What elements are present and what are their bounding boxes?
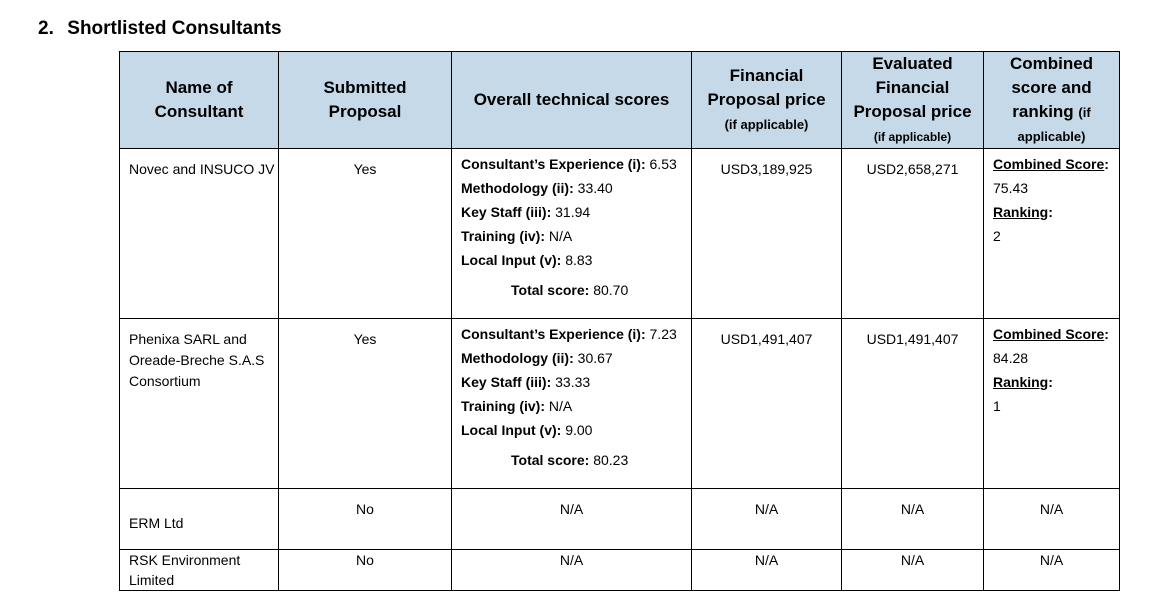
combined-score-ranking: Combined Score: 75.43 Ranking: 2 [983, 148, 1120, 319]
section-heading: 2. Shortlisted Consultants [38, 17, 282, 41]
consultant-name: RSK Environment Limited [119, 549, 279, 591]
technical-scores: Consultant’s Experience (i): 6.53 Method… [451, 148, 692, 319]
header-financial-note: (if applicable) [724, 117, 809, 132]
combined-score-ranking: Combined Score: 84.28 Ranking: 1 [983, 318, 1120, 489]
financial-proposal-price: USD1,491,407 [691, 318, 842, 489]
header-evaluated-financial-proposal-price: Evaluated Financial Proposal price (if a… [841, 51, 984, 149]
financial-proposal-price: USD3,189,925 [691, 148, 842, 319]
technical-scores: N/A [451, 488, 692, 550]
header-combined-score-ranking: Combined score and ranking (if applicabl… [983, 51, 1120, 149]
financial-proposal-price: N/A [691, 549, 842, 591]
total-score: Total score: 80.23 [511, 452, 629, 468]
header-overall-technical-scores: Overall technical scores [451, 51, 692, 149]
financial-proposal-price: N/A [691, 488, 842, 550]
submitted-proposal: No [278, 488, 452, 550]
evaluated-financial-price: N/A [841, 488, 984, 550]
total-score: Total score: 80.70 [511, 282, 629, 298]
header-row: Name of Consultant Submitted Proposal Ov… [119, 51, 1120, 149]
section-number: 2. [38, 18, 54, 39]
submitted-proposal: Yes [278, 318, 452, 489]
evaluated-financial-price: N/A [841, 549, 984, 591]
consultant-name: Phenixa SARL and Oreade-Breche S.A.S Con… [119, 318, 279, 489]
table-row: ERM Ltd No N/A N/A N/A N/A [119, 488, 1120, 550]
combined-score-ranking: N/A [983, 488, 1120, 550]
table-row: Novec and INSUCO JV Yes Consultant’s Exp… [119, 148, 1120, 319]
header-evaluated-note: (if applicable) [873, 130, 952, 144]
shortlisted-consultants-table: Name of Consultant Submitted Proposal Ov… [119, 51, 1120, 591]
submitted-proposal: No [278, 549, 452, 591]
evaluated-financial-price: USD2,658,271 [841, 148, 984, 319]
evaluated-financial-price: USD1,491,407 [841, 318, 984, 489]
submitted-proposal: Yes [278, 148, 452, 319]
consultant-name: Novec and INSUCO JV [119, 148, 279, 319]
technical-scores: Consultant’s Experience (i): 7.23 Method… [451, 318, 692, 489]
table-row: Phenixa SARL and Oreade-Breche S.A.S Con… [119, 318, 1120, 489]
section-title: Shortlisted Consultants [67, 18, 282, 39]
header-submitted-proposal: Submitted Proposal [278, 51, 452, 149]
consultant-name: ERM Ltd [119, 488, 279, 550]
header-name-of-consultant: Name of Consultant [119, 51, 279, 149]
combined-score-ranking: N/A [983, 549, 1120, 591]
technical-scores: N/A [451, 549, 692, 591]
header-financial-proposal-price: Financial Proposal price (if applicable) [691, 51, 842, 149]
table-row: RSK Environment Limited No N/A N/A N/A N… [119, 549, 1120, 591]
